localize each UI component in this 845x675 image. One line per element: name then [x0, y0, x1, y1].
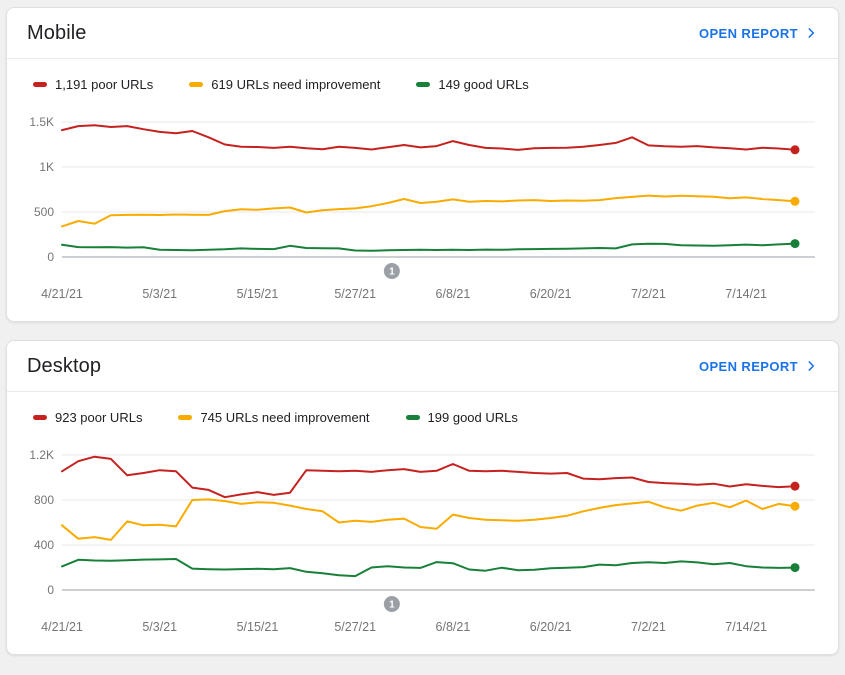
x-axis-tick-label: 5/15/21: [237, 620, 279, 634]
open-report-label: OPEN REPORT: [698, 358, 798, 374]
series-end-dot: [790, 196, 800, 206]
series-line: [61, 194, 796, 228]
series-end-dot: [790, 563, 800, 573]
svg-text:1: 1: [389, 267, 395, 278]
legend-label: 149 good URLs: [438, 76, 529, 92]
legend-label: 199 good URLs: [427, 409, 518, 425]
header-divider: [7, 391, 838, 392]
series-line: [61, 558, 796, 578]
x-axis-tick-label: 5/27/21: [334, 620, 376, 634]
mobile-card: Mobile OPEN REPORT 1,191 poor URLs 619 U…: [6, 7, 839, 322]
series-end-dot: [790, 239, 800, 249]
x-axis-tick-label: 4/21/21: [41, 287, 83, 301]
mobile-legend: 1,191 poor URLs 619 URLs need improvemen…: [33, 75, 838, 93]
annotation-marker[interactable]: 1: [383, 596, 400, 612]
series-line: [61, 124, 796, 151]
y-axis-tick-label: 1.5K: [29, 115, 54, 129]
open-report-label: OPEN REPORT: [698, 25, 798, 41]
chevron-right-icon: [808, 28, 815, 38]
legend-label: 619 URLs need improvement: [211, 76, 381, 92]
needs-improvement-series-dash-icon: [189, 81, 204, 87]
legend-item-poor[interactable]: 923 poor URLs: [33, 410, 142, 425]
x-axis-tick-label: 7/14/21: [725, 620, 767, 634]
series-line: [61, 242, 796, 252]
mobile-chart-area: 0 500 1K 1.5K 4/21/21 5/3/21 5/15/21 5/27/21 6/8…: [7, 102, 838, 321]
legend-label: 923 poor URLs: [55, 409, 143, 425]
y-axis-tick-label: 800: [34, 493, 54, 507]
y-axis-tick-label: 1K: [39, 160, 54, 174]
x-axis-tick-label: 6/8/21: [436, 620, 471, 634]
x-axis-tick-label: 5/3/21: [142, 287, 177, 301]
desktop-card-header: Desktop OPEN REPORT: [7, 341, 838, 391]
mobile-card-header: Mobile OPEN REPORT: [7, 8, 838, 58]
desktop-card: Desktop OPEN REPORT 923 poor URLs 745 UR…: [6, 340, 839, 655]
legend-item-good[interactable]: 149 good URLs: [416, 76, 529, 92]
desktop-legend: 923 poor URLs 745 URLs need improvement …: [33, 408, 838, 426]
x-axis-tick-label: 7/2/21: [631, 287, 666, 301]
legend-item-needs-improvement[interactable]: 619 URLs need improvement: [189, 77, 380, 92]
legend-label: 1,191 poor URLs: [55, 76, 154, 92]
legend-item-poor[interactable]: 1,191 poor URLs: [33, 77, 153, 92]
x-axis-tick-label: 6/20/21: [530, 287, 572, 301]
x-axis-tick-label: 5/15/21: [237, 287, 279, 301]
legend-label: 745 URLs need improvement: [200, 409, 370, 425]
x-axis-tick-label: 7/2/21: [631, 620, 666, 634]
y-axis-tick-label: 0: [47, 583, 54, 597]
series-end-dot: [790, 145, 800, 155]
legend-item-needs-improvement[interactable]: 745 URLs need improvement: [178, 409, 370, 425]
x-axis-tick-label: 6/8/21: [436, 287, 471, 301]
needs-improvement-series-dash-icon: [178, 414, 193, 420]
chevron-right-icon: [808, 361, 815, 371]
svg-text:1: 1: [389, 600, 395, 611]
open-report-link-mobile[interactable]: OPEN REPORT: [699, 26, 818, 41]
open-report-link-desktop[interactable]: OPEN REPORT: [699, 359, 818, 374]
series-end-dot: [790, 501, 800, 511]
series-line: [61, 498, 796, 541]
x-axis-tick-label: 5/3/21: [142, 620, 177, 634]
series-line: [61, 455, 796, 499]
card-title-mobile: Mobile: [27, 21, 87, 44]
x-axis-tick-label: 7/14/21: [725, 287, 767, 301]
x-axis-tick-label: 4/21/21: [41, 620, 83, 634]
x-axis-tick-label: 5/27/21: [334, 287, 376, 301]
y-axis-tick-label: 400: [34, 538, 54, 552]
y-axis-tick-label: 0: [47, 250, 54, 264]
y-axis-tick-label: 500: [34, 205, 54, 219]
poor-series-dash-icon: [33, 81, 47, 87]
mobile-line-chart[interactable]: 0 500 1K 1.5K 4/21/21 5/3/21 5/15/21 5/27/21 6/8…: [7, 102, 838, 307]
x-axis-tick-label: 6/20/21: [530, 620, 572, 634]
desktop-chart-area: 0 400 800 1.2K 4/21/21 5/3/21 5/15/21 5/27/21 6/…: [7, 435, 838, 654]
series-end-dot: [790, 481, 800, 491]
y-axis-tick-label: 1.2K: [29, 448, 54, 462]
desktop-line-chart[interactable]: 0 400 800 1.2K 4/21/21 5/3/21 5/15/21 5/27/21 6/…: [7, 435, 838, 640]
good-series-dash-icon: [416, 81, 431, 87]
header-divider: [7, 58, 838, 59]
legend-item-good[interactable]: 199 good URLs: [405, 409, 518, 425]
annotation-marker[interactable]: 1: [383, 263, 400, 279]
card-title-desktop: Desktop: [27, 354, 102, 377]
good-series-dash-icon: [405, 414, 420, 420]
poor-series-dash-icon: [33, 414, 47, 420]
